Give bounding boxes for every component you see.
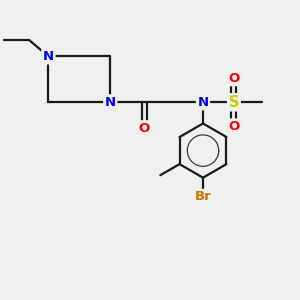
Text: O: O [139,122,150,135]
Text: O: O [228,120,239,133]
Text: N: N [197,96,208,109]
Text: S: S [229,95,239,110]
Text: O: O [228,72,239,85]
Text: Br: Br [195,190,212,203]
Text: N: N [43,50,54,63]
Text: N: N [105,96,116,109]
